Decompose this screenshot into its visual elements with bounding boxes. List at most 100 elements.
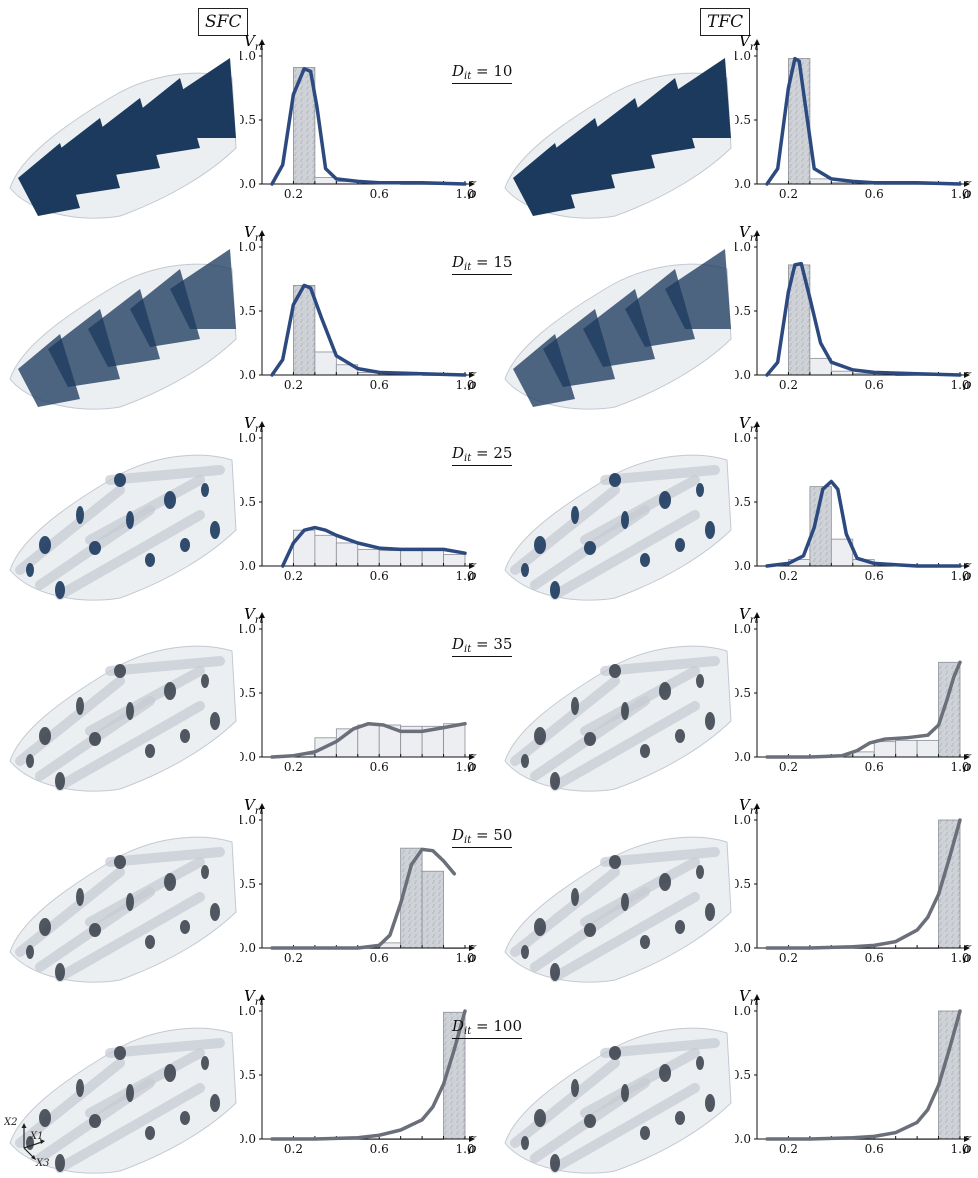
render-node — [675, 538, 685, 552]
x-tick-label: 0.2 — [284, 951, 303, 963]
sfc-topology-render — [9, 58, 237, 219]
render-node — [571, 506, 579, 524]
x-tick-label: 0.6 — [370, 569, 389, 581]
x-axis-arrow — [964, 372, 970, 378]
dit-subscript: it — [464, 71, 472, 82]
dit-subscript: it — [464, 644, 472, 655]
x-axis-arrow — [469, 181, 475, 187]
render-node — [114, 664, 126, 678]
density-curve — [765, 818, 962, 950]
y-tick-label: 0.0 — [735, 941, 751, 955]
render-member — [15, 1058, 125, 1148]
render-node — [26, 563, 34, 577]
y-tick-label: 1.0 — [240, 622, 256, 636]
tfc-topology-render — [504, 645, 732, 792]
histogram-bar — [314, 351, 337, 376]
sfc-topology-render — [9, 645, 237, 792]
sfc-column-label: SFC — [198, 8, 249, 36]
render-node — [145, 935, 155, 949]
x-axis-title-tilde: ~ — [469, 177, 477, 188]
x-axis-title-tilde: ~ — [469, 559, 477, 570]
density-curve — [765, 1009, 962, 1141]
render-node — [705, 712, 715, 730]
render-node — [659, 682, 671, 700]
x-axis-title: ρ — [962, 950, 972, 963]
render-member — [510, 485, 620, 575]
y-tick-label: 0.5 — [240, 686, 256, 700]
render-member — [580, 666, 700, 736]
render-slab — [665, 58, 731, 138]
x-tick-label: 0.2 — [779, 760, 798, 772]
render-slab — [665, 249, 731, 329]
density-curve — [270, 847, 457, 950]
dit-subscript: it — [464, 453, 472, 464]
render-member — [85, 475, 205, 545]
render-node — [76, 1079, 84, 1097]
render-node — [180, 1111, 190, 1125]
y-tick-label: 1.0 — [735, 622, 751, 636]
x-tick-label: 1.0 — [950, 569, 969, 581]
dit-symbol: D — [452, 1017, 465, 1035]
render-member — [105, 656, 225, 676]
x-axis-title-tilde: ~ — [469, 1132, 477, 1143]
x-axis-title: ρ — [467, 950, 477, 963]
histogram-bar — [916, 739, 939, 758]
y-axis-title: Vrt — [244, 607, 265, 626]
x-tick-label: 0.6 — [865, 1142, 884, 1154]
render-member — [580, 1048, 700, 1118]
y-tick-label: 1.0 — [240, 431, 256, 445]
x-tick-label: 1.0 — [455, 569, 474, 581]
x-tick-label: 1.0 — [455, 378, 474, 390]
y-tick-label: 0.5 — [240, 495, 256, 509]
render-node — [659, 491, 671, 509]
render-node — [180, 729, 190, 743]
x-axis-arrow — [964, 181, 970, 187]
histogram-bar — [357, 548, 380, 567]
histogram-bar — [809, 178, 832, 185]
render-node — [39, 727, 51, 745]
render-member — [55, 701, 205, 791]
render-node — [210, 521, 220, 539]
render-member — [15, 867, 125, 957]
render-member — [550, 510, 700, 600]
y-tick-label: 1.0 — [240, 813, 256, 827]
render-node — [705, 903, 715, 921]
x-axis-arrow — [964, 945, 970, 951]
y-tick-label: 0.5 — [735, 113, 751, 127]
render-node — [39, 1109, 51, 1127]
y-tick-label: 1.0 — [735, 431, 751, 445]
x-axis-title: ρ — [962, 377, 972, 390]
render-node — [696, 1056, 704, 1070]
x-axis-title: ρ — [467, 1141, 477, 1154]
render-node — [584, 732, 596, 746]
render-member — [580, 857, 700, 927]
y-tick-label: 0.5 — [240, 1068, 256, 1082]
render-member — [550, 701, 700, 791]
render-node — [164, 682, 176, 700]
x-tick-label: 0.2 — [779, 378, 798, 390]
x-axis-title-tilde: ~ — [469, 368, 477, 379]
x-axis-title: ρ — [962, 186, 972, 199]
render-node — [210, 712, 220, 730]
dit-symbol: D — [452, 444, 465, 462]
render-node — [114, 855, 126, 869]
x-axis-arrow — [964, 754, 970, 760]
density-curve — [270, 1009, 467, 1141]
render-slab — [170, 249, 236, 329]
x-tick-label: 0.6 — [370, 378, 389, 390]
render-node — [126, 1084, 134, 1102]
histogram-bar — [809, 357, 832, 376]
render-node — [571, 1079, 579, 1097]
dit-value: = 35 — [471, 635, 513, 653]
sfc-topology-render — [9, 454, 237, 601]
y-axis-arrow — [754, 421, 760, 427]
render-node — [126, 511, 134, 529]
dit-value: = 10 — [471, 62, 513, 80]
render-node — [114, 1046, 126, 1060]
y-tick-label: 1.0 — [735, 49, 751, 63]
render-node — [640, 1126, 650, 1140]
render-node — [26, 945, 34, 959]
